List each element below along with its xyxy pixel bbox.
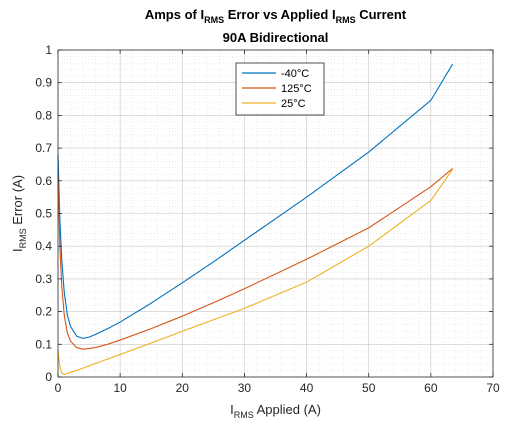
y-tick-label: 0.4 xyxy=(35,239,52,253)
y-tick-label: 0.5 xyxy=(35,207,52,221)
series-line-3 xyxy=(57,169,454,375)
series-line-1 xyxy=(57,63,454,339)
x-tick-label: 40 xyxy=(300,381,314,395)
tick-labels: 0 10 20 30 40 50 60 70 0 0.1 0.2 0.3 0.4 0.5 0.6 0.7 0.8… xyxy=(35,43,500,395)
y-axis-label: IRMS Error (A) xyxy=(10,175,28,252)
label-text: Amps of I xyxy=(145,7,204,22)
series-group xyxy=(57,63,454,375)
x-tick-label: 20 xyxy=(176,381,190,395)
subscript-text: RMS xyxy=(234,410,254,420)
series-line-2 xyxy=(57,167,453,350)
label-text: Applied (A) xyxy=(254,402,321,417)
y-tick-label: 0.6 xyxy=(35,174,52,188)
y-tick-label: 0.2 xyxy=(35,305,52,319)
y-tick-label: 1 xyxy=(45,43,52,57)
x-axis-label: IRMS Applied (A) xyxy=(230,402,321,420)
ticks xyxy=(57,49,494,378)
legend-entry-label: 25°C xyxy=(281,98,306,110)
label-text: I xyxy=(230,402,234,417)
subscript-text: RMS xyxy=(204,15,224,25)
legend-box xyxy=(235,62,325,116)
x-tick-label: 60 xyxy=(424,381,438,395)
chart-title-line2: 90A Bidirectional xyxy=(223,30,329,45)
subscript-text: RMS xyxy=(336,15,356,25)
legend: -40°C 125°C 25°C xyxy=(235,62,325,116)
label-text: I xyxy=(10,248,25,252)
chart-title-line1: Amps of IRMS Error vs Applied IRMS Curre… xyxy=(145,7,407,25)
legend-entry-label: -40°C xyxy=(281,68,309,80)
x-tick-label: 70 xyxy=(486,381,500,395)
y-tick-label: 0.8 xyxy=(35,108,52,122)
y-tick-label: 0.3 xyxy=(35,272,52,286)
y-tick-label: 0 xyxy=(45,370,52,384)
y-tick-label: 0.1 xyxy=(35,337,52,351)
label-text: Current xyxy=(356,7,407,22)
subscript-text: RMS xyxy=(18,228,28,248)
x-tick-label: 0 xyxy=(55,381,62,395)
x-tick-label: 30 xyxy=(238,381,252,395)
x-tick-label: 50 xyxy=(362,381,376,395)
legend-entry-label: 125°C xyxy=(281,83,312,95)
x-tick-label: 10 xyxy=(113,381,127,395)
label-text: Error vs Applied I xyxy=(224,7,336,22)
label-text: Error (A) xyxy=(10,175,25,228)
major-grid xyxy=(58,50,493,377)
y-tick-label: 0.7 xyxy=(35,141,52,155)
y-tick-label: 0.9 xyxy=(35,76,52,90)
